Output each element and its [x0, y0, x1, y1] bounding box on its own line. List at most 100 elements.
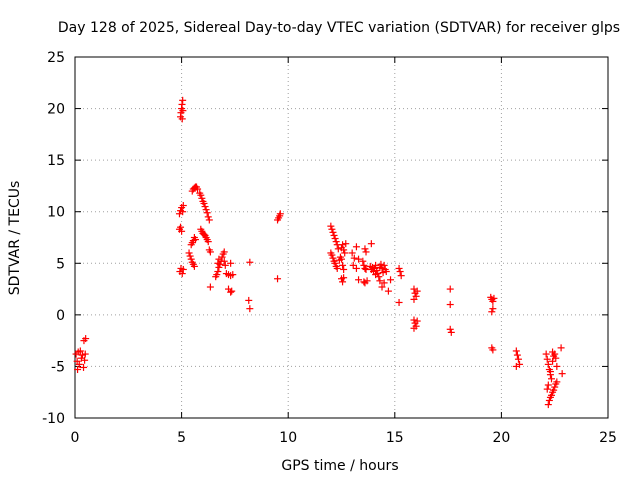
data-point — [544, 360, 552, 368]
data-point — [178, 100, 186, 108]
data-point — [410, 324, 418, 332]
data-point — [340, 274, 348, 282]
data-point — [342, 240, 350, 248]
data-point — [229, 271, 237, 279]
data-point — [360, 278, 368, 286]
data-point — [367, 240, 375, 248]
data-point — [179, 107, 187, 115]
data-point — [512, 362, 520, 370]
data-point — [179, 208, 187, 216]
data-point — [380, 261, 388, 269]
data-point — [363, 277, 371, 285]
data-point — [178, 270, 186, 278]
data-point — [542, 350, 550, 358]
data-point — [546, 368, 554, 376]
data-point — [396, 268, 404, 276]
y-tick-label: 10 — [47, 205, 65, 221]
data-point — [446, 285, 454, 293]
data-point — [200, 199, 208, 207]
data-point — [221, 261, 229, 269]
data-point — [82, 335, 90, 343]
y-tick-label: 0 — [56, 308, 65, 324]
data-point — [198, 194, 206, 202]
x-axis-label: GPS time / hours — [281, 458, 398, 474]
x-tick-label: 15 — [386, 430, 404, 446]
data-point — [361, 245, 369, 253]
data-point — [340, 246, 348, 254]
data-point — [512, 347, 520, 355]
data-point — [395, 298, 403, 306]
data-point — [410, 295, 418, 303]
data-point — [204, 238, 212, 246]
data-point — [215, 263, 223, 271]
data-point — [81, 350, 89, 358]
data-point — [413, 287, 421, 295]
y-tick-label: 20 — [47, 102, 65, 118]
data-point — [333, 264, 341, 272]
data-point — [214, 259, 222, 267]
data-point — [544, 401, 552, 409]
data-point — [186, 252, 194, 260]
data-point — [361, 264, 369, 272]
data-point — [557, 344, 565, 352]
data-point — [220, 248, 228, 256]
data-point — [380, 279, 388, 287]
data-point — [384, 287, 392, 295]
data-point — [545, 396, 553, 404]
data-point — [551, 383, 559, 391]
y-axis-label: SDTVAR / TECUs — [7, 181, 23, 296]
data-point — [341, 249, 349, 257]
data-point — [214, 268, 222, 276]
data-point — [245, 296, 253, 304]
y-tick-label: 15 — [47, 153, 65, 169]
x-tick-label: 5 — [177, 430, 186, 446]
data-point — [349, 261, 357, 269]
data-point — [339, 278, 347, 286]
data-point — [201, 203, 209, 211]
data-point — [355, 255, 363, 263]
data-point — [203, 209, 211, 217]
data-point — [246, 258, 254, 266]
data-point — [558, 370, 566, 378]
x-tick-label: 0 — [71, 430, 80, 446]
data-point — [544, 381, 552, 389]
data-point — [543, 385, 551, 393]
data-point — [373, 267, 381, 275]
data-point — [514, 355, 522, 363]
data-point — [352, 243, 360, 251]
data-point — [332, 238, 340, 246]
data-point — [178, 227, 186, 235]
data-point — [205, 216, 213, 224]
data-point — [202, 206, 210, 214]
data-point — [355, 276, 363, 284]
data-point — [410, 316, 418, 324]
data-point — [194, 185, 202, 193]
data-point — [74, 366, 82, 374]
x-tick-label: 25 — [599, 430, 617, 446]
data-point — [377, 260, 385, 268]
data-point — [543, 355, 551, 363]
y-tick-label: -10 — [42, 411, 65, 427]
data-points — [72, 96, 566, 409]
data-point — [177, 223, 185, 231]
data-point — [446, 301, 454, 309]
data-point — [206, 248, 214, 256]
data-point — [228, 287, 236, 295]
data-point — [75, 360, 83, 368]
data-point — [274, 275, 282, 283]
data-point — [276, 210, 284, 218]
data-point — [179, 202, 187, 210]
data-point — [331, 259, 339, 267]
data-point — [548, 391, 556, 399]
data-point — [213, 271, 221, 279]
data-point — [339, 241, 347, 249]
data-point — [378, 283, 386, 291]
data-point — [348, 249, 356, 257]
data-point — [76, 347, 84, 355]
data-point — [550, 386, 558, 394]
data-point — [187, 255, 195, 263]
data-point — [382, 268, 390, 276]
data-point — [372, 261, 380, 269]
data-point — [397, 272, 405, 280]
